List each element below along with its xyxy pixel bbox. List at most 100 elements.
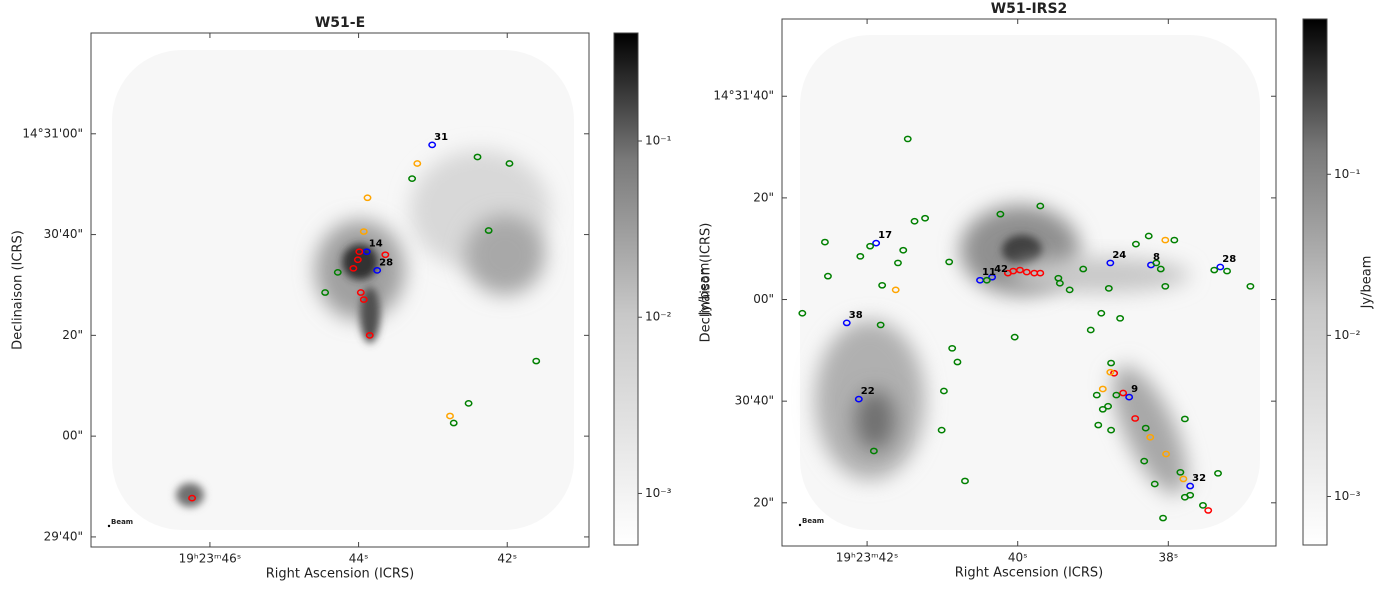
x-axis-label: Right Ascension (ICRS) (955, 566, 1103, 581)
source (1125, 393, 1134, 401)
source (1097, 309, 1106, 317)
source (1112, 391, 1121, 399)
source (1131, 240, 1140, 248)
source (1141, 424, 1150, 432)
source (1156, 265, 1165, 273)
colorbar (1302, 18, 1328, 546)
source (876, 321, 885, 329)
source (1104, 284, 1113, 292)
source (1199, 501, 1207, 509)
colorbar-label: Jy/beam (698, 263, 713, 317)
source (1186, 491, 1195, 499)
source (1116, 314, 1125, 322)
source (996, 210, 1005, 218)
source (953, 358, 962, 366)
source (349, 264, 358, 272)
source (1159, 514, 1167, 522)
source (1161, 236, 1170, 244)
y-axis-label: Declinaison (ICRS) (699, 223, 714, 343)
colorbar (613, 32, 639, 546)
y-tick-label: 20" (753, 495, 774, 509)
source (464, 400, 473, 407)
source-label: 14 (369, 239, 383, 250)
source (1106, 368, 1115, 376)
x-tick-label: 44ˢ (349, 552, 369, 566)
source (939, 387, 948, 395)
source (363, 194, 372, 202)
beam-label: Beam (111, 518, 133, 526)
source (1176, 468, 1185, 476)
source (921, 214, 930, 222)
x-axis-label: Right Ascension (ICRS) (266, 567, 414, 582)
source (1098, 405, 1107, 413)
source-label: 42 (994, 264, 1008, 275)
colorbar-tick-label: 10⁻³ (645, 486, 672, 500)
source (1140, 457, 1149, 465)
beam (798, 523, 802, 527)
source (1210, 266, 1219, 274)
source (948, 344, 957, 352)
source (945, 258, 954, 266)
source (355, 248, 364, 256)
source (365, 332, 374, 339)
y-tick-label: 14°31'00" (22, 126, 83, 140)
source-label: 28 (1222, 254, 1236, 265)
x-tick-label: 19ʰ23ᵐ42ˢ (836, 551, 899, 565)
source (1144, 232, 1153, 240)
source (1162, 450, 1171, 458)
source (1179, 475, 1188, 483)
emission-left (112, 50, 574, 530)
source-label: 9 (1131, 384, 1138, 395)
source (356, 289, 365, 296)
source-label: 38 (849, 310, 863, 321)
colorbar-tick-label: 10⁻³ (1334, 489, 1361, 503)
source (961, 477, 969, 485)
source (1079, 265, 1088, 273)
source (1170, 236, 1179, 244)
source (878, 281, 887, 289)
x-tick-label: 42ˢ (497, 552, 517, 566)
source (1086, 326, 1095, 334)
source (1036, 269, 1045, 277)
source (988, 273, 997, 281)
source (1214, 469, 1222, 477)
source-label: 8 (1153, 252, 1160, 263)
y-tick-label: 30'40" (44, 227, 83, 241)
chart-title: W51-IRS2 (991, 1, 1068, 17)
source-label: 31 (434, 132, 448, 143)
source (982, 276, 991, 284)
y-tick-label: 20" (753, 190, 774, 204)
colorbar-tick-label: 10⁻² (645, 310, 672, 324)
source (505, 160, 514, 167)
beam-label: Beam (802, 517, 824, 525)
y-tick-label: 20" (62, 328, 83, 342)
chart-title: W51-E (315, 15, 365, 31)
source (1146, 433, 1155, 441)
x-tick-label: 40ˢ (1008, 551, 1028, 565)
source (1246, 282, 1255, 290)
source (1065, 286, 1074, 294)
source (333, 269, 342, 276)
source (408, 175, 417, 182)
source (1131, 415, 1140, 422)
source (1055, 279, 1064, 287)
source (1223, 267, 1232, 275)
source (1152, 259, 1161, 267)
source (823, 272, 832, 280)
source (353, 256, 362, 264)
source (428, 141, 437, 149)
source (359, 296, 368, 303)
source (1216, 263, 1225, 271)
y-tick-label: 00" (62, 429, 83, 443)
source (1010, 333, 1019, 341)
beam (107, 524, 111, 528)
source (473, 153, 482, 161)
source (449, 419, 458, 427)
x-tick-label: 38ˢ (1158, 551, 1178, 565)
y-tick-label: 00" (753, 292, 774, 306)
colorbar-label: Jy/beam (1360, 256, 1375, 310)
source (820, 238, 829, 246)
source-label: 11 (982, 267, 996, 278)
source (188, 494, 197, 502)
